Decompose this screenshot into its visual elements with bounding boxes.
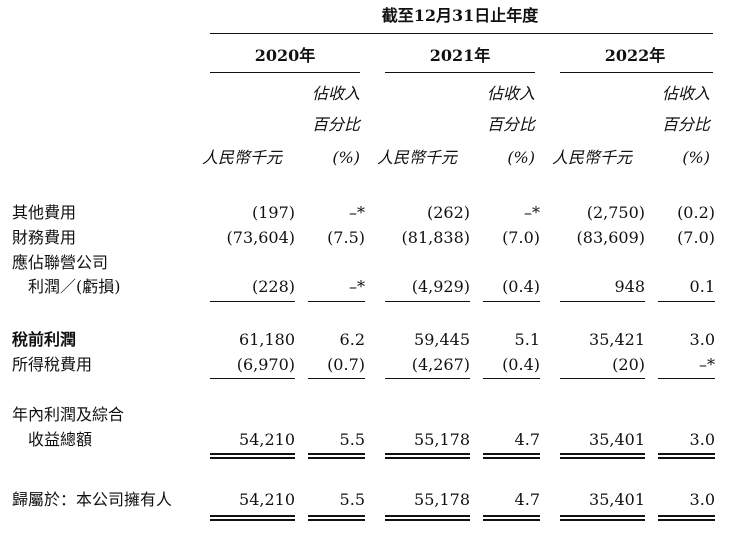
total-double-rule [658, 453, 715, 459]
cell-amount: (6,970) [236, 355, 295, 374]
total-double-rule [483, 515, 540, 521]
row-label-other-expenses: 其他費用 [12, 203, 77, 222]
header-rule [210, 33, 713, 34]
cell-pct: 0.1 [689, 277, 715, 296]
total-double-rule [385, 453, 470, 459]
row-label-income-tax: 所得稅費用 [12, 355, 93, 374]
subtotal-rule [210, 301, 295, 302]
cell-pct: –* [349, 203, 365, 222]
cell-pct: 5.1 [514, 330, 540, 349]
pct-unit-2021: (%) [507, 148, 535, 167]
cell-pct: (7.0) [677, 228, 715, 247]
cell-pct: 4.7 [514, 490, 540, 509]
total-double-rule [308, 453, 365, 459]
cell-pct: 5.5 [339, 490, 365, 509]
year-2022: 2022年 [604, 46, 666, 65]
subtotal-rule [560, 301, 645, 302]
subtotal-rule [658, 301, 715, 302]
total-double-rule [560, 453, 645, 459]
cell-amount: 35,421 [589, 330, 645, 349]
pct-head-2020-l2: 百分比 [311, 115, 360, 134]
cell-pct: (7.0) [502, 228, 540, 247]
cell-amount: 948 [614, 277, 645, 296]
subtotal-rule [483, 301, 540, 302]
pct-unit-2022: (%) [682, 148, 710, 167]
cell-pct: (0.2) [677, 203, 715, 222]
subtotal-rule [385, 301, 470, 302]
unit-2021: 人民幣千元 [377, 148, 458, 167]
row-label-total-comprehensive-2: 收益總額 [28, 430, 93, 449]
unit-2020: 人民幣千元 [202, 148, 283, 167]
cell-pct: 3.0 [689, 330, 715, 349]
cell-amount: 59,445 [414, 330, 470, 349]
pct-head-2021-l2: 百分比 [486, 115, 535, 134]
cell-pct: 5.5 [339, 430, 365, 449]
year-2020-rule [210, 72, 360, 73]
cell-amount: (262) [426, 203, 470, 222]
row-label-attributable-owners: 歸屬於：本公司擁有人 [12, 490, 173, 509]
cell-pct: 6.2 [339, 330, 365, 349]
subtotal-rule [560, 378, 645, 379]
year-2021: 2021年 [429, 46, 491, 65]
total-double-rule [483, 453, 540, 459]
subtotal-rule [308, 378, 365, 379]
cell-amount: (83,609) [576, 228, 645, 247]
cell-amount: (197) [251, 203, 295, 222]
cell-pct: 3.0 [689, 490, 715, 509]
cell-amount: 61,180 [239, 330, 295, 349]
cell-pct: –* [699, 355, 715, 374]
cell-pct: (7.5) [327, 228, 365, 247]
cell-amount: (73,604) [226, 228, 295, 247]
cell-pct: –* [349, 277, 365, 296]
pct-head-2020-l1: 佔收入 [311, 84, 360, 103]
cell-pct: 4.7 [514, 430, 540, 449]
cell-amount: (4,267) [411, 355, 470, 374]
total-double-rule [210, 453, 295, 459]
row-label-profit-before-tax: 稅前利潤 [12, 330, 77, 349]
row-label-finance-costs: 財務費用 [12, 228, 77, 247]
pct-head-2022-l2: 百分比 [661, 115, 710, 134]
subtotal-rule [483, 378, 540, 379]
row-label-total-comprehensive: 年內利潤及綜合 [12, 405, 125, 424]
cell-pct: (0.4) [502, 277, 540, 296]
subtotal-rule [658, 378, 715, 379]
cell-amount: 54,210 [239, 490, 295, 509]
year-2020: 2020年 [254, 46, 316, 65]
total-double-rule [658, 515, 715, 521]
cell-amount: (81,838) [401, 228, 470, 247]
year-2022-rule [560, 72, 713, 73]
subtotal-rule [210, 378, 295, 379]
cell-pct: –* [524, 203, 540, 222]
pct-unit-2020: (%) [332, 148, 360, 167]
subtotal-rule [385, 378, 470, 379]
row-label-share-associates-2: 利潤／(虧損) [28, 277, 121, 296]
cell-pct: (0.7) [327, 355, 365, 374]
subtotal-rule [308, 301, 365, 302]
cell-amount: (20) [612, 355, 645, 374]
cell-pct: 3.0 [689, 430, 715, 449]
cell-amount: 35,401 [589, 490, 645, 509]
total-double-rule [210, 515, 295, 521]
cell-amount: 54,210 [239, 430, 295, 449]
cell-amount: (2,750) [586, 203, 645, 222]
cell-pct: (0.4) [502, 355, 540, 374]
total-double-rule [385, 515, 470, 521]
cell-amount: 55,178 [414, 490, 470, 509]
pct-head-2022-l1: 佔收入 [661, 84, 710, 103]
cell-amount: (228) [251, 277, 295, 296]
period-title: 截至12月31日止年度 [381, 6, 539, 25]
year-2021-rule [385, 72, 535, 73]
total-double-rule [308, 515, 365, 521]
pct-head-2021-l1: 佔收入 [486, 84, 535, 103]
cell-amount: 35,401 [589, 430, 645, 449]
unit-2022: 人民幣千元 [552, 148, 633, 167]
cell-amount: 55,178 [414, 430, 470, 449]
row-label-share-associates: 應佔聯營公司 [12, 253, 109, 272]
total-double-rule [560, 515, 645, 521]
cell-amount: (4,929) [411, 277, 470, 296]
